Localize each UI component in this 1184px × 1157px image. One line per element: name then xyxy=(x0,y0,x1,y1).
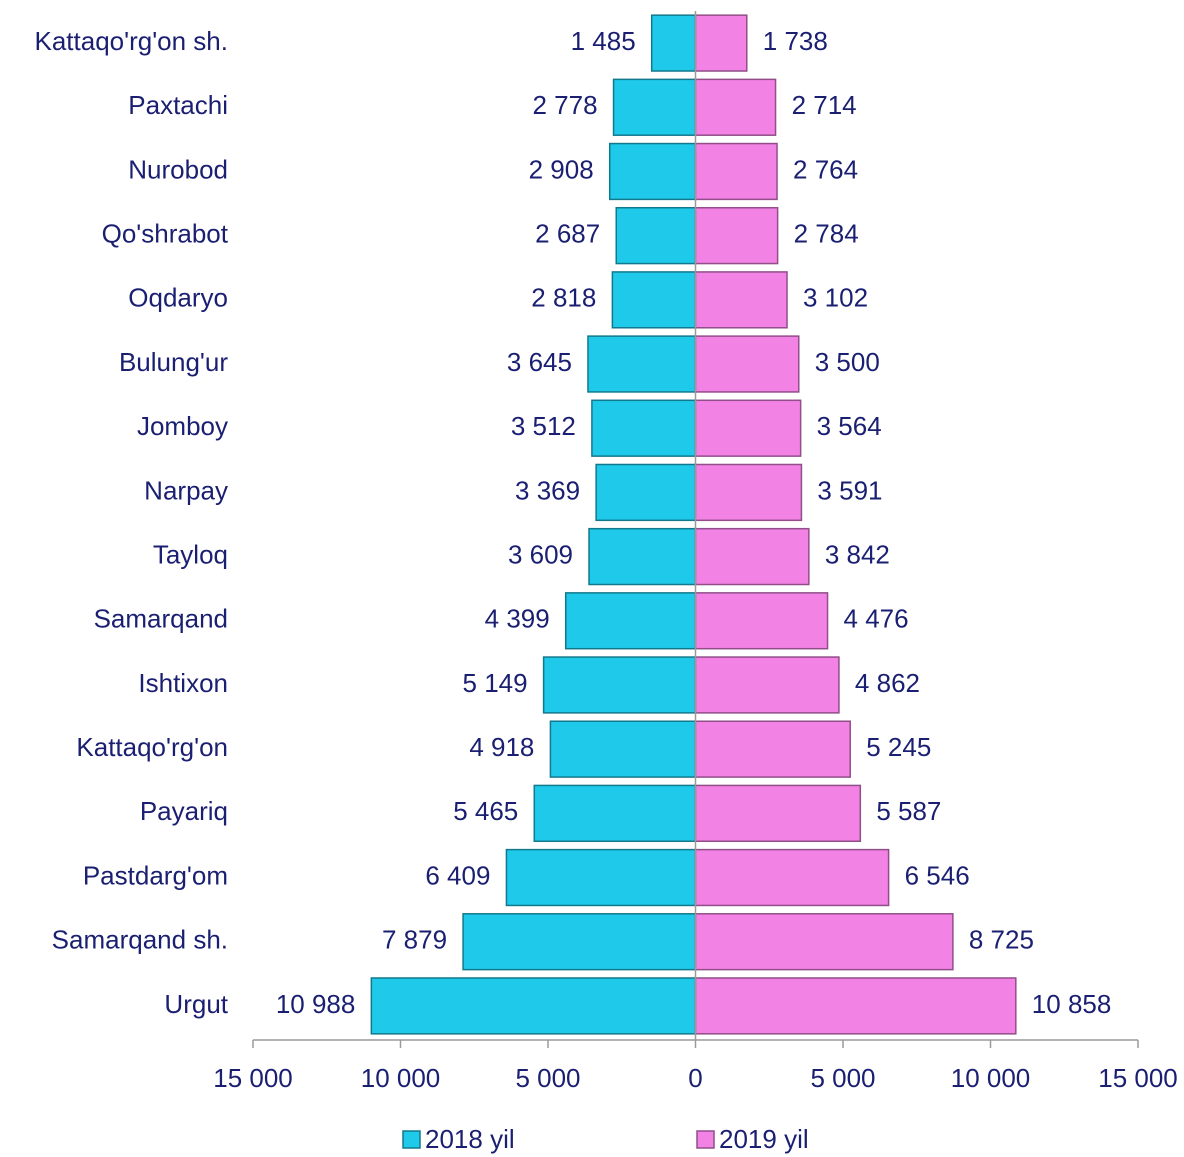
value-label: 2 784 xyxy=(794,219,859,249)
value-label: 3 102 xyxy=(803,283,868,313)
legend-label: 2018 yil xyxy=(425,1124,515,1154)
value-label: 1 485 xyxy=(571,26,636,56)
x-tick-label: 15 000 xyxy=(213,1063,293,1093)
category-label: Bulung'ur xyxy=(119,347,228,377)
value-label: 2 714 xyxy=(792,90,857,120)
bar xyxy=(370,977,697,1035)
value-label: 3 369 xyxy=(515,475,580,505)
value-label: 6 546 xyxy=(905,860,970,890)
bar xyxy=(694,913,954,971)
value-label: 4 476 xyxy=(844,604,909,634)
bar xyxy=(694,592,829,650)
category-label: Nurobod xyxy=(128,154,228,184)
value-label: 10 988 xyxy=(276,989,356,1019)
value-label: 5 587 xyxy=(876,796,941,826)
value-label: 2 908 xyxy=(529,154,594,184)
value-label: 3 591 xyxy=(817,475,882,505)
value-label: 7 879 xyxy=(382,925,447,955)
bar xyxy=(694,720,851,778)
category-label: Qo'shrabot xyxy=(102,219,229,249)
bar xyxy=(694,78,777,136)
legend-swatch xyxy=(696,1130,715,1149)
bar xyxy=(549,720,697,778)
value-label: 3 645 xyxy=(507,347,572,377)
category-label: Jomboy xyxy=(137,411,228,441)
bar xyxy=(694,335,800,393)
value-label: 4 862 xyxy=(855,668,920,698)
bar xyxy=(533,784,697,843)
bar xyxy=(564,592,697,650)
category-label: Kattaqo'rg'on sh. xyxy=(34,26,228,56)
x-tick-label: 10 000 xyxy=(951,1063,1031,1093)
bar xyxy=(588,527,697,586)
bar xyxy=(505,848,697,907)
value-label: 3 500 xyxy=(815,347,880,377)
category-label: Ishtixon xyxy=(138,668,228,698)
category-label: Narpay xyxy=(144,475,228,505)
category-label: Oqdaryo xyxy=(128,283,228,313)
value-label: 2 818 xyxy=(531,283,596,313)
category-label: Pastdarg'om xyxy=(83,860,228,890)
bar xyxy=(587,335,697,393)
value-label: 4 399 xyxy=(485,604,550,634)
bar xyxy=(694,206,779,265)
bar xyxy=(694,463,803,522)
bar xyxy=(694,527,810,586)
bar xyxy=(612,78,697,136)
bar xyxy=(462,913,697,971)
bar xyxy=(694,271,788,329)
bar xyxy=(694,142,778,201)
bar xyxy=(615,206,697,265)
value-label: 3 512 xyxy=(511,411,576,441)
value-label: 8 725 xyxy=(969,925,1034,955)
legend-swatch xyxy=(402,1130,421,1149)
bar xyxy=(591,399,697,457)
value-label: 2 764 xyxy=(793,154,858,184)
value-label: 10 858 xyxy=(1032,989,1112,1019)
value-label: 6 409 xyxy=(425,860,490,890)
bar xyxy=(650,14,697,72)
x-tick-label: 5 000 xyxy=(810,1063,875,1093)
category-label: Samarqand sh. xyxy=(52,925,228,955)
bar xyxy=(694,14,748,72)
value-label: 2 687 xyxy=(535,219,600,249)
value-label: 5 245 xyxy=(866,732,931,762)
category-label: Tayloq xyxy=(153,539,228,569)
x-tick-label: 0 xyxy=(688,1063,702,1093)
x-tick-label: 15 000 xyxy=(1098,1063,1178,1093)
bar xyxy=(694,784,862,843)
bar xyxy=(595,463,697,522)
value-label: 1 738 xyxy=(763,26,828,56)
bar xyxy=(542,656,697,714)
x-tick-label: 5 000 xyxy=(515,1063,580,1093)
value-label: 2 778 xyxy=(532,90,597,120)
bar xyxy=(611,271,697,329)
category-label: Urgut xyxy=(164,989,228,1019)
bar xyxy=(694,977,1017,1035)
legend-label: 2019 yil xyxy=(719,1124,809,1154)
value-label: 5 465 xyxy=(453,796,518,826)
category-label: Paxtachi xyxy=(128,90,228,120)
value-label: 3 609 xyxy=(508,539,573,569)
bar xyxy=(694,399,802,457)
category-label: Samarqand xyxy=(94,604,228,634)
category-label: Kattaqo'rg'on xyxy=(76,732,228,762)
value-label: 5 149 xyxy=(463,668,528,698)
value-label: 3 564 xyxy=(817,411,882,441)
value-label: 3 842 xyxy=(825,539,890,569)
bar xyxy=(694,848,890,907)
bar xyxy=(608,142,697,201)
value-label: 4 918 xyxy=(469,732,534,762)
x-tick-label: 10 000 xyxy=(361,1063,441,1093)
bar xyxy=(694,656,840,714)
category-label: Payariq xyxy=(140,796,228,826)
